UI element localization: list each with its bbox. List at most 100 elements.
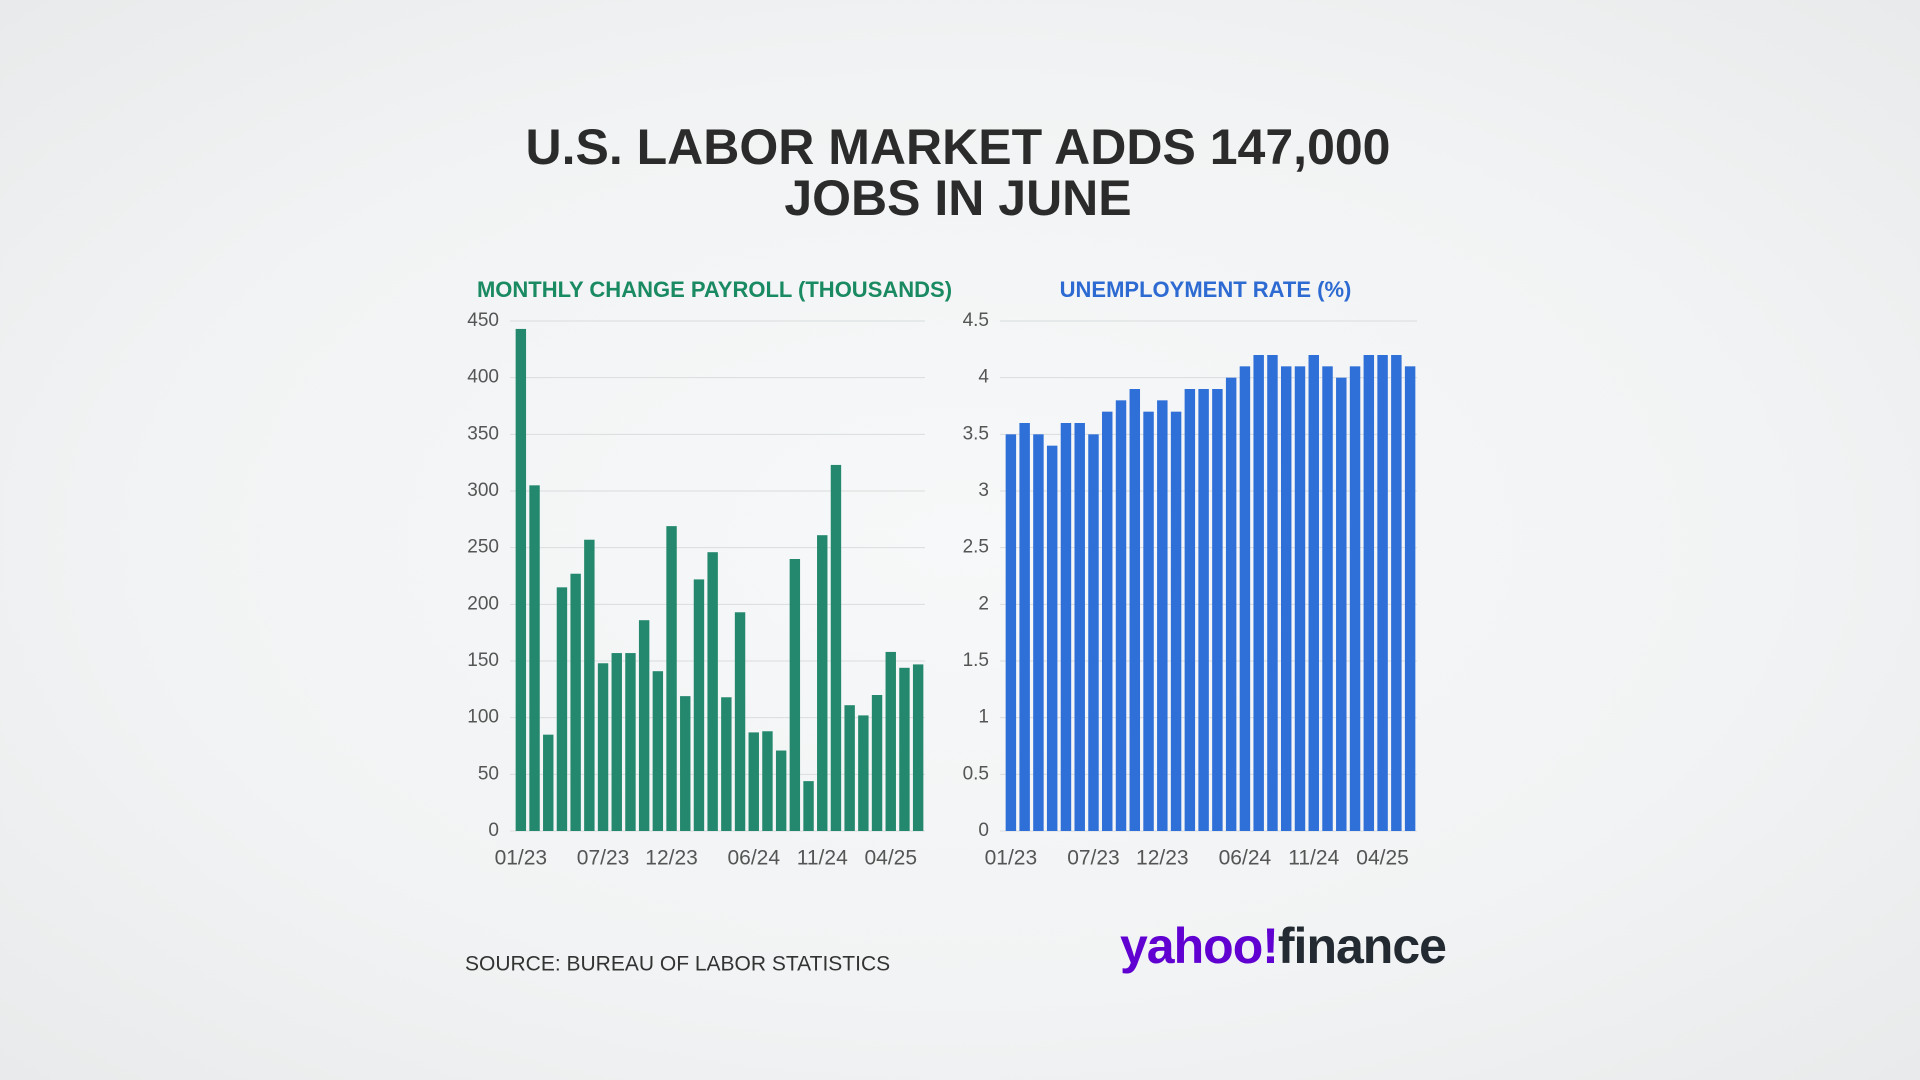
bar xyxy=(1253,355,1264,831)
bar xyxy=(666,526,677,831)
x-tick-label: 07/23 xyxy=(1067,847,1120,870)
bar xyxy=(1129,389,1141,831)
headline: U.S. LABOR MARKET ADDS 147,000 xyxy=(526,119,1391,175)
bar xyxy=(1060,423,1072,831)
bar xyxy=(789,559,801,831)
chart-title: UNEMPLOYMENT RATE (%) xyxy=(1060,277,1352,302)
bar xyxy=(721,697,732,831)
bar xyxy=(817,535,828,831)
bar xyxy=(584,539,595,831)
y-tick-label: 100 xyxy=(467,707,499,728)
bar xyxy=(912,664,924,831)
bar xyxy=(570,573,581,831)
bar xyxy=(556,587,568,831)
bar xyxy=(1019,423,1030,831)
bar xyxy=(1143,411,1154,831)
bar xyxy=(1377,355,1388,831)
bar xyxy=(734,612,746,831)
bar xyxy=(885,651,896,831)
bar xyxy=(1267,355,1278,831)
x-tick-label: 12/23 xyxy=(1136,847,1189,870)
bar xyxy=(1184,389,1196,831)
y-tick-label: 300 xyxy=(467,480,499,501)
y-tick-label: 1 xyxy=(978,707,989,728)
bar xyxy=(1239,366,1251,831)
bar xyxy=(1308,355,1319,831)
bar xyxy=(1225,377,1237,831)
y-tick-label: 3 xyxy=(978,480,989,501)
bar xyxy=(1088,434,1099,831)
bar xyxy=(1198,389,1209,831)
bar xyxy=(652,671,664,831)
x-tick-label: 07/23 xyxy=(577,847,630,870)
logo-part: yahoo! xyxy=(1120,918,1278,974)
y-tick-label: 0 xyxy=(978,820,989,841)
bar xyxy=(1349,366,1361,831)
y-tick-label: 1.5 xyxy=(963,650,989,671)
y-tick-label: 2 xyxy=(978,593,989,614)
x-tick-label: 11/24 xyxy=(797,847,848,870)
y-tick-label: 4.5 xyxy=(963,310,989,331)
bar xyxy=(899,667,910,831)
bar xyxy=(858,715,869,831)
bar xyxy=(1157,400,1168,831)
x-tick-label: 01/23 xyxy=(495,847,548,870)
bar xyxy=(1115,400,1127,831)
source-note: SOURCE: BUREAU OF LABOR STATISTICS xyxy=(465,953,890,976)
bar xyxy=(762,731,773,831)
bar xyxy=(1170,411,1182,831)
x-tick-label: 12/23 xyxy=(645,847,698,870)
bar xyxy=(1336,377,1347,831)
x-tick-label: 06/24 xyxy=(727,847,780,870)
y-tick-label: 250 xyxy=(467,537,499,558)
bar xyxy=(1322,366,1333,831)
y-tick-label: 400 xyxy=(467,367,499,388)
bar xyxy=(1033,434,1044,831)
y-tick-label: 150 xyxy=(467,650,499,671)
bar xyxy=(1404,366,1416,831)
x-tick-label: 04/25 xyxy=(864,847,917,870)
bar xyxy=(748,732,759,831)
bar xyxy=(1280,366,1292,831)
bar xyxy=(680,696,691,831)
bar xyxy=(803,781,814,831)
headline: JOBS IN JUNE xyxy=(784,170,1131,226)
y-tick-label: 200 xyxy=(467,593,499,614)
x-tick-label: 06/24 xyxy=(1219,847,1272,870)
bar xyxy=(693,579,705,831)
y-tick-label: 2.5 xyxy=(963,537,989,558)
bar xyxy=(1212,389,1223,831)
bar xyxy=(775,750,787,831)
bar xyxy=(625,653,636,831)
y-tick-label: 3.5 xyxy=(963,423,989,444)
bar xyxy=(638,620,650,831)
logo-part: finance xyxy=(1278,918,1446,974)
bar xyxy=(844,705,855,831)
y-tick-label: 350 xyxy=(467,423,499,444)
bar xyxy=(830,464,842,831)
bar xyxy=(1005,434,1017,831)
x-tick-label: 11/24 xyxy=(1288,847,1339,870)
y-tick-label: 450 xyxy=(467,310,499,331)
bar xyxy=(707,552,718,831)
bar xyxy=(1102,411,1113,831)
bar xyxy=(1074,423,1085,831)
logo: yahoo!finance xyxy=(1120,918,1446,974)
bar xyxy=(1294,366,1306,831)
x-tick-label: 01/23 xyxy=(985,847,1038,870)
bar xyxy=(871,695,883,831)
bar xyxy=(597,663,609,831)
y-tick-label: 0 xyxy=(488,820,499,841)
bar xyxy=(515,328,527,831)
bar xyxy=(543,734,554,831)
y-tick-label: 0.5 xyxy=(963,763,989,784)
bar xyxy=(1363,355,1375,831)
bar xyxy=(529,485,540,831)
y-tick-label: 50 xyxy=(478,763,499,784)
chart-title: MONTHLY CHANGE PAYROLL (THOUSANDS) xyxy=(477,277,952,302)
x-tick-label: 04/25 xyxy=(1356,847,1409,870)
bar xyxy=(611,653,622,831)
bar xyxy=(1046,445,1058,831)
